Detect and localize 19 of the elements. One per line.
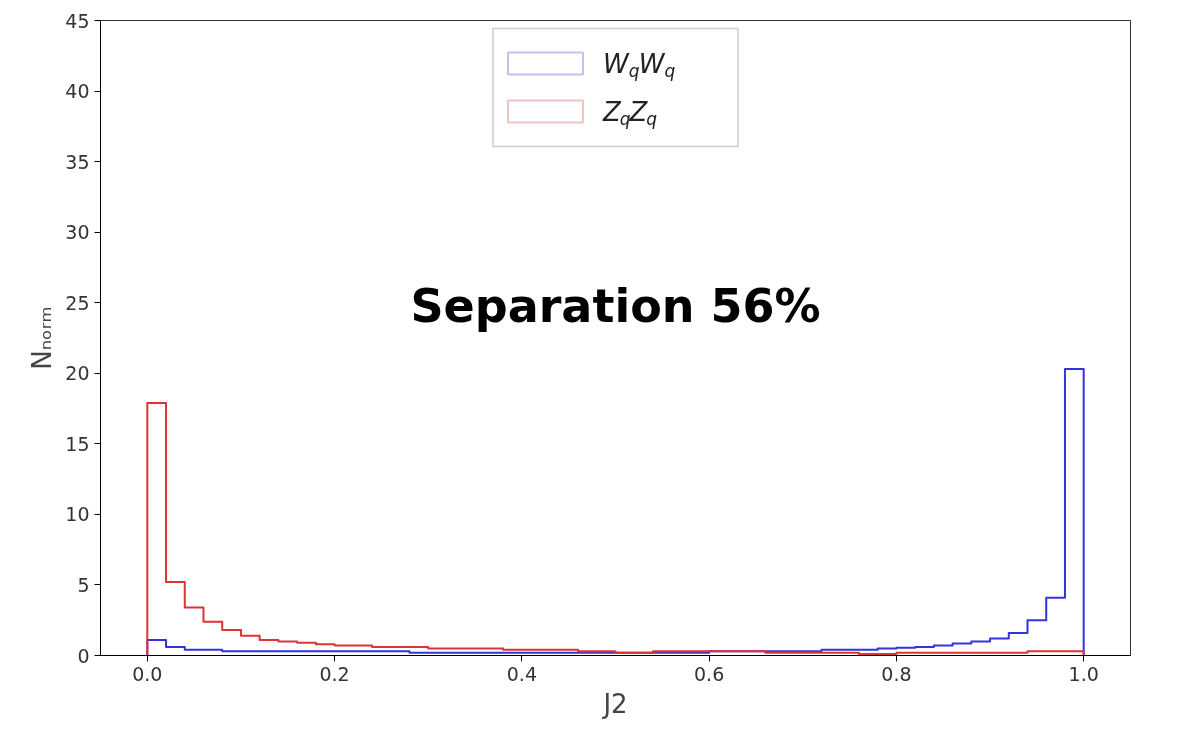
- y-tick-label: 35: [65, 150, 90, 173]
- x-axis-title: J2: [601, 688, 628, 719]
- x-tick-label: 0.4: [506, 662, 537, 685]
- annotation: Separation 56%: [410, 279, 821, 334]
- y-tick-label: 10: [65, 503, 90, 526]
- y-tick-label: 5: [77, 573, 90, 596]
- x-tick-label: 0.8: [881, 662, 912, 685]
- y-tick-label: 45: [65, 9, 90, 32]
- x-tick-label: 0.0: [132, 662, 163, 685]
- x-tick-label: 1.0: [1068, 662, 1099, 685]
- y-tick-label: 20: [65, 362, 90, 385]
- y-tick-label: 25: [65, 291, 90, 314]
- y-tick-label: 15: [65, 432, 90, 455]
- y-tick-label: 30: [65, 221, 90, 244]
- y-tick-label: 40: [65, 80, 90, 103]
- y-axis-title: Nₙₒᵣₘ: [27, 306, 58, 370]
- x-tick-label: 0.6: [694, 662, 725, 685]
- y-tick-label: 0: [77, 644, 90, 667]
- x-tick-label: 0.2: [319, 662, 350, 685]
